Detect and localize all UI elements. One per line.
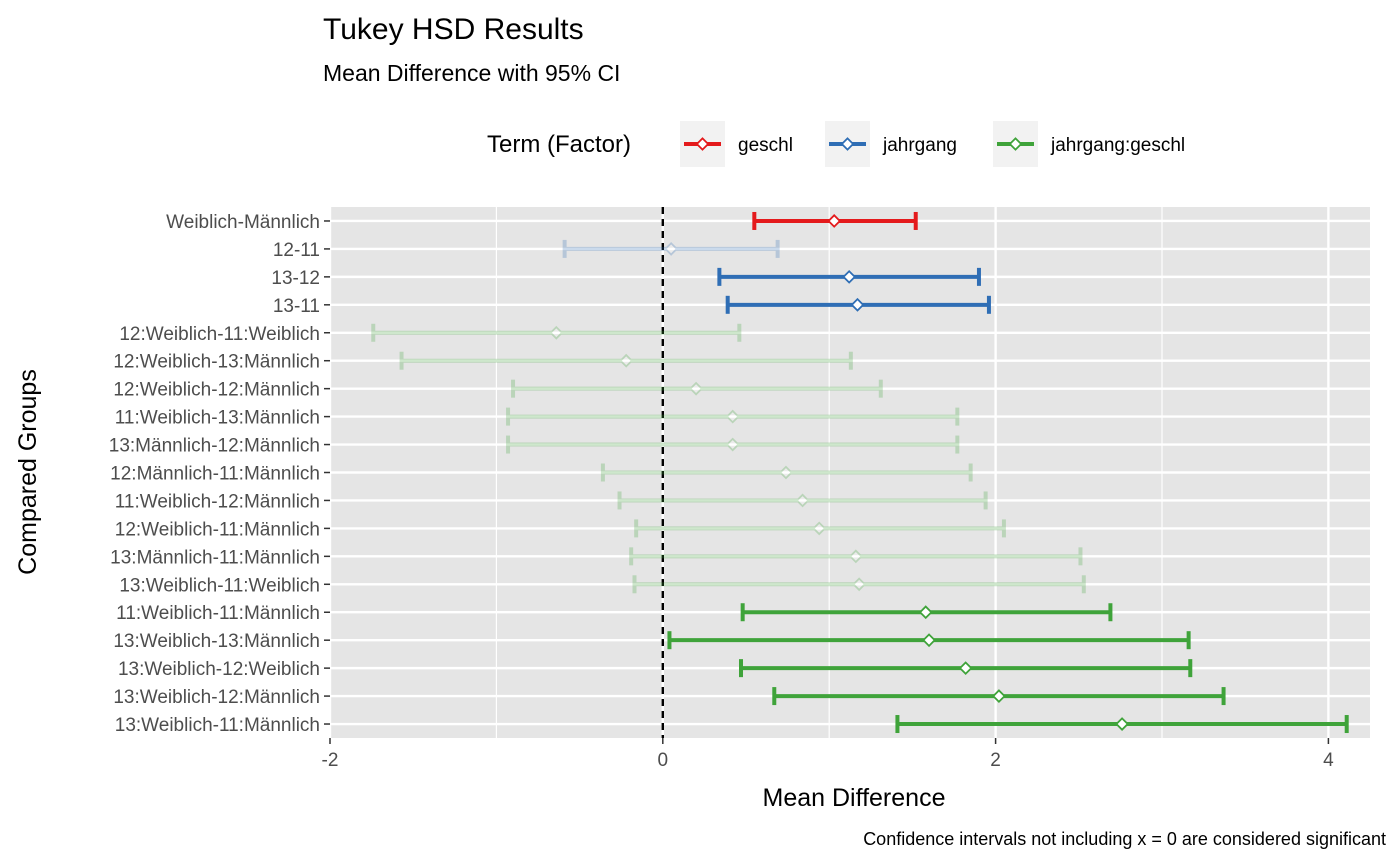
comparison-row: [634, 519, 1006, 538]
comparison-row: [740, 603, 1113, 622]
comparison-row: [717, 267, 981, 286]
mean-diff-point: [725, 409, 740, 424]
y-tick-label: 11:Weiblich-11:Männlich: [116, 603, 320, 624]
x-tick-label: -2: [322, 750, 339, 771]
y-tick-label: 13:Weiblich-11:Männlich: [115, 715, 320, 736]
mean-diff-point: [852, 577, 867, 592]
mean-diff-point: [991, 689, 1006, 704]
comparison-row: [725, 295, 991, 314]
mean-diff-point: [689, 381, 704, 396]
mean-diff-point: [779, 465, 793, 480]
y-tick-label: Weiblich-Männlich: [166, 212, 320, 233]
chart-subtitle: Mean Difference with 95% CI: [323, 60, 620, 86]
mean-diff-point: [922, 633, 936, 648]
mean-diff-point: [549, 325, 564, 340]
comparison-row: [511, 379, 883, 398]
comparison-row: [600, 463, 973, 482]
mean-diff-point: [958, 661, 973, 676]
y-tick-label: 12:Weiblich-11:Männlich: [115, 519, 320, 540]
comparison-row: [895, 715, 1349, 734]
mean-diff-point: [850, 297, 865, 312]
y-tick-label: 13:Weiblich-13:Männlich: [113, 631, 320, 652]
legend-key-point: [1008, 137, 1023, 151]
legend-entry-label: jahrgang:geschl: [1050, 135, 1185, 156]
y-tick-label: 13-11: [273, 296, 320, 317]
comparison-row: [506, 407, 960, 426]
y-tick-label: 13-12: [271, 268, 320, 289]
legend-title: Term (Factor): [487, 131, 631, 158]
comparison-row: [752, 211, 918, 230]
x-tick-label: 4: [1323, 750, 1334, 771]
y-axis-label: Compared Groups: [14, 369, 42, 575]
mean-diff-point: [1115, 717, 1129, 731]
grid: [328, 207, 1370, 738]
legend-key-point: [695, 137, 710, 151]
comparison-row: [371, 323, 742, 342]
chart-title: Tukey HSD Results: [323, 13, 584, 46]
y-tick-label: 11:Weiblich-13:Männlich: [115, 408, 320, 429]
comparison-row: [739, 659, 1193, 678]
mean-diff-point: [842, 269, 857, 284]
y-tick-label: 11:Weiblich-12:Männlich: [115, 491, 320, 512]
comparison-row: [667, 631, 1191, 650]
y-tick-label: 12:Männlich-11:Männlich: [110, 464, 320, 485]
y-tick-label: 13:Männlich-12:Männlich: [109, 436, 320, 457]
x-tick-label: 2: [990, 750, 1001, 771]
legend: Term (Factor) geschl jahrgang jahrgang:ges…: [487, 121, 1185, 167]
y-tick-label: 13:Weiblich-12:Weiblich: [118, 659, 320, 680]
x-tick-label: 0: [658, 750, 669, 771]
comparison-row: [629, 547, 1083, 566]
y-tick-label: 12:Weiblich-13:Männlich: [113, 352, 320, 373]
mean-diff-point: [827, 214, 842, 228]
y-axis: Weiblich-Männlich 12-11 13-12 13-11 12:Weibl…: [109, 212, 330, 736]
mean-diff-point: [619, 353, 634, 368]
y-tick-label: 13:Männlich-11:Männlich: [110, 547, 320, 568]
y-tick-label: 12:Weiblich-12:Männlich: [113, 380, 320, 401]
comparison-row: [772, 687, 1226, 706]
y-tick-label: 12-11: [273, 240, 320, 261]
comparison-row: [617, 491, 988, 510]
mean-diff-point: [664, 241, 679, 256]
x-axis: -2 0 2 4: [322, 738, 1334, 771]
mean-diff-point: [812, 521, 827, 536]
mean-diff-point: [918, 605, 933, 620]
error-bars: [371, 211, 1349, 734]
x-axis-label: Mean Difference: [763, 784, 946, 812]
y-tick-label: 13:Weiblich-11:Weiblich: [119, 575, 320, 596]
chart-caption: Confidence intervals not including x = 0…: [863, 829, 1386, 849]
mean-diff-point: [795, 493, 810, 508]
y-tick-label: 12:Weiblich-11:Weiblich: [119, 324, 320, 345]
comparison-row: [399, 351, 853, 370]
y-tick-label: 13:Weiblich-12:Männlich: [113, 687, 320, 708]
comparison-row: [562, 239, 780, 258]
comparison-row: [632, 575, 1086, 594]
legend-entry-label: jahrgang: [882, 135, 957, 156]
comparison-row: [506, 435, 960, 454]
mean-diff-point: [725, 437, 740, 452]
legend-entry-label: geschl: [738, 135, 793, 156]
legend-key-point: [840, 137, 855, 151]
mean-diff-point: [848, 549, 863, 564]
